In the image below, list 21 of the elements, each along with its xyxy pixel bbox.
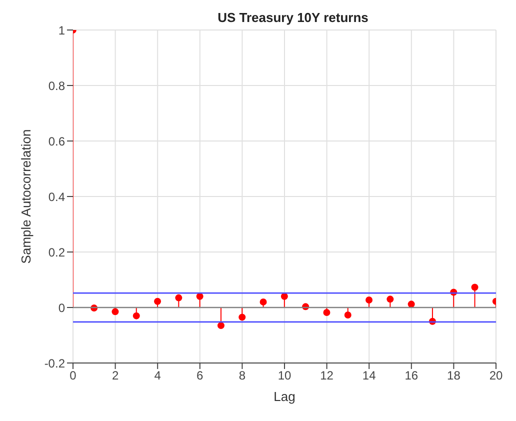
y-tick-label: 0 [58, 300, 66, 315]
x-tick-label: 6 [196, 368, 204, 383]
y-tick-label: 0.8 [48, 78, 66, 93]
x-tick-label: 18 [447, 368, 461, 383]
x-tick-label: 14 [362, 368, 376, 383]
x-tick-label: 4 [154, 368, 162, 383]
x-tick-label: 0 [70, 368, 77, 383]
y-tick-label: 1 [58, 23, 66, 38]
x-tick-label: 8 [238, 368, 246, 383]
x-tick-label: 12 [320, 368, 334, 383]
x-tick-label: 2 [112, 368, 119, 383]
y-tick-label: 0.2 [48, 245, 66, 260]
x-tick-label: 20 [489, 368, 503, 383]
y-tick-label: 0.6 [48, 134, 66, 148]
chart-title: US Treasury 10Y returns [218, 10, 368, 25]
y-tick-label: -0.2 [44, 356, 66, 370]
x-tick-label: 10 [278, 368, 292, 383]
y-tick-label: 0.4 [48, 190, 66, 204]
x-tick-label: 16 [404, 368, 418, 383]
x-axis-title: Lag [274, 389, 296, 404]
y-axis-title: Sample Autocorrelation [18, 129, 34, 264]
